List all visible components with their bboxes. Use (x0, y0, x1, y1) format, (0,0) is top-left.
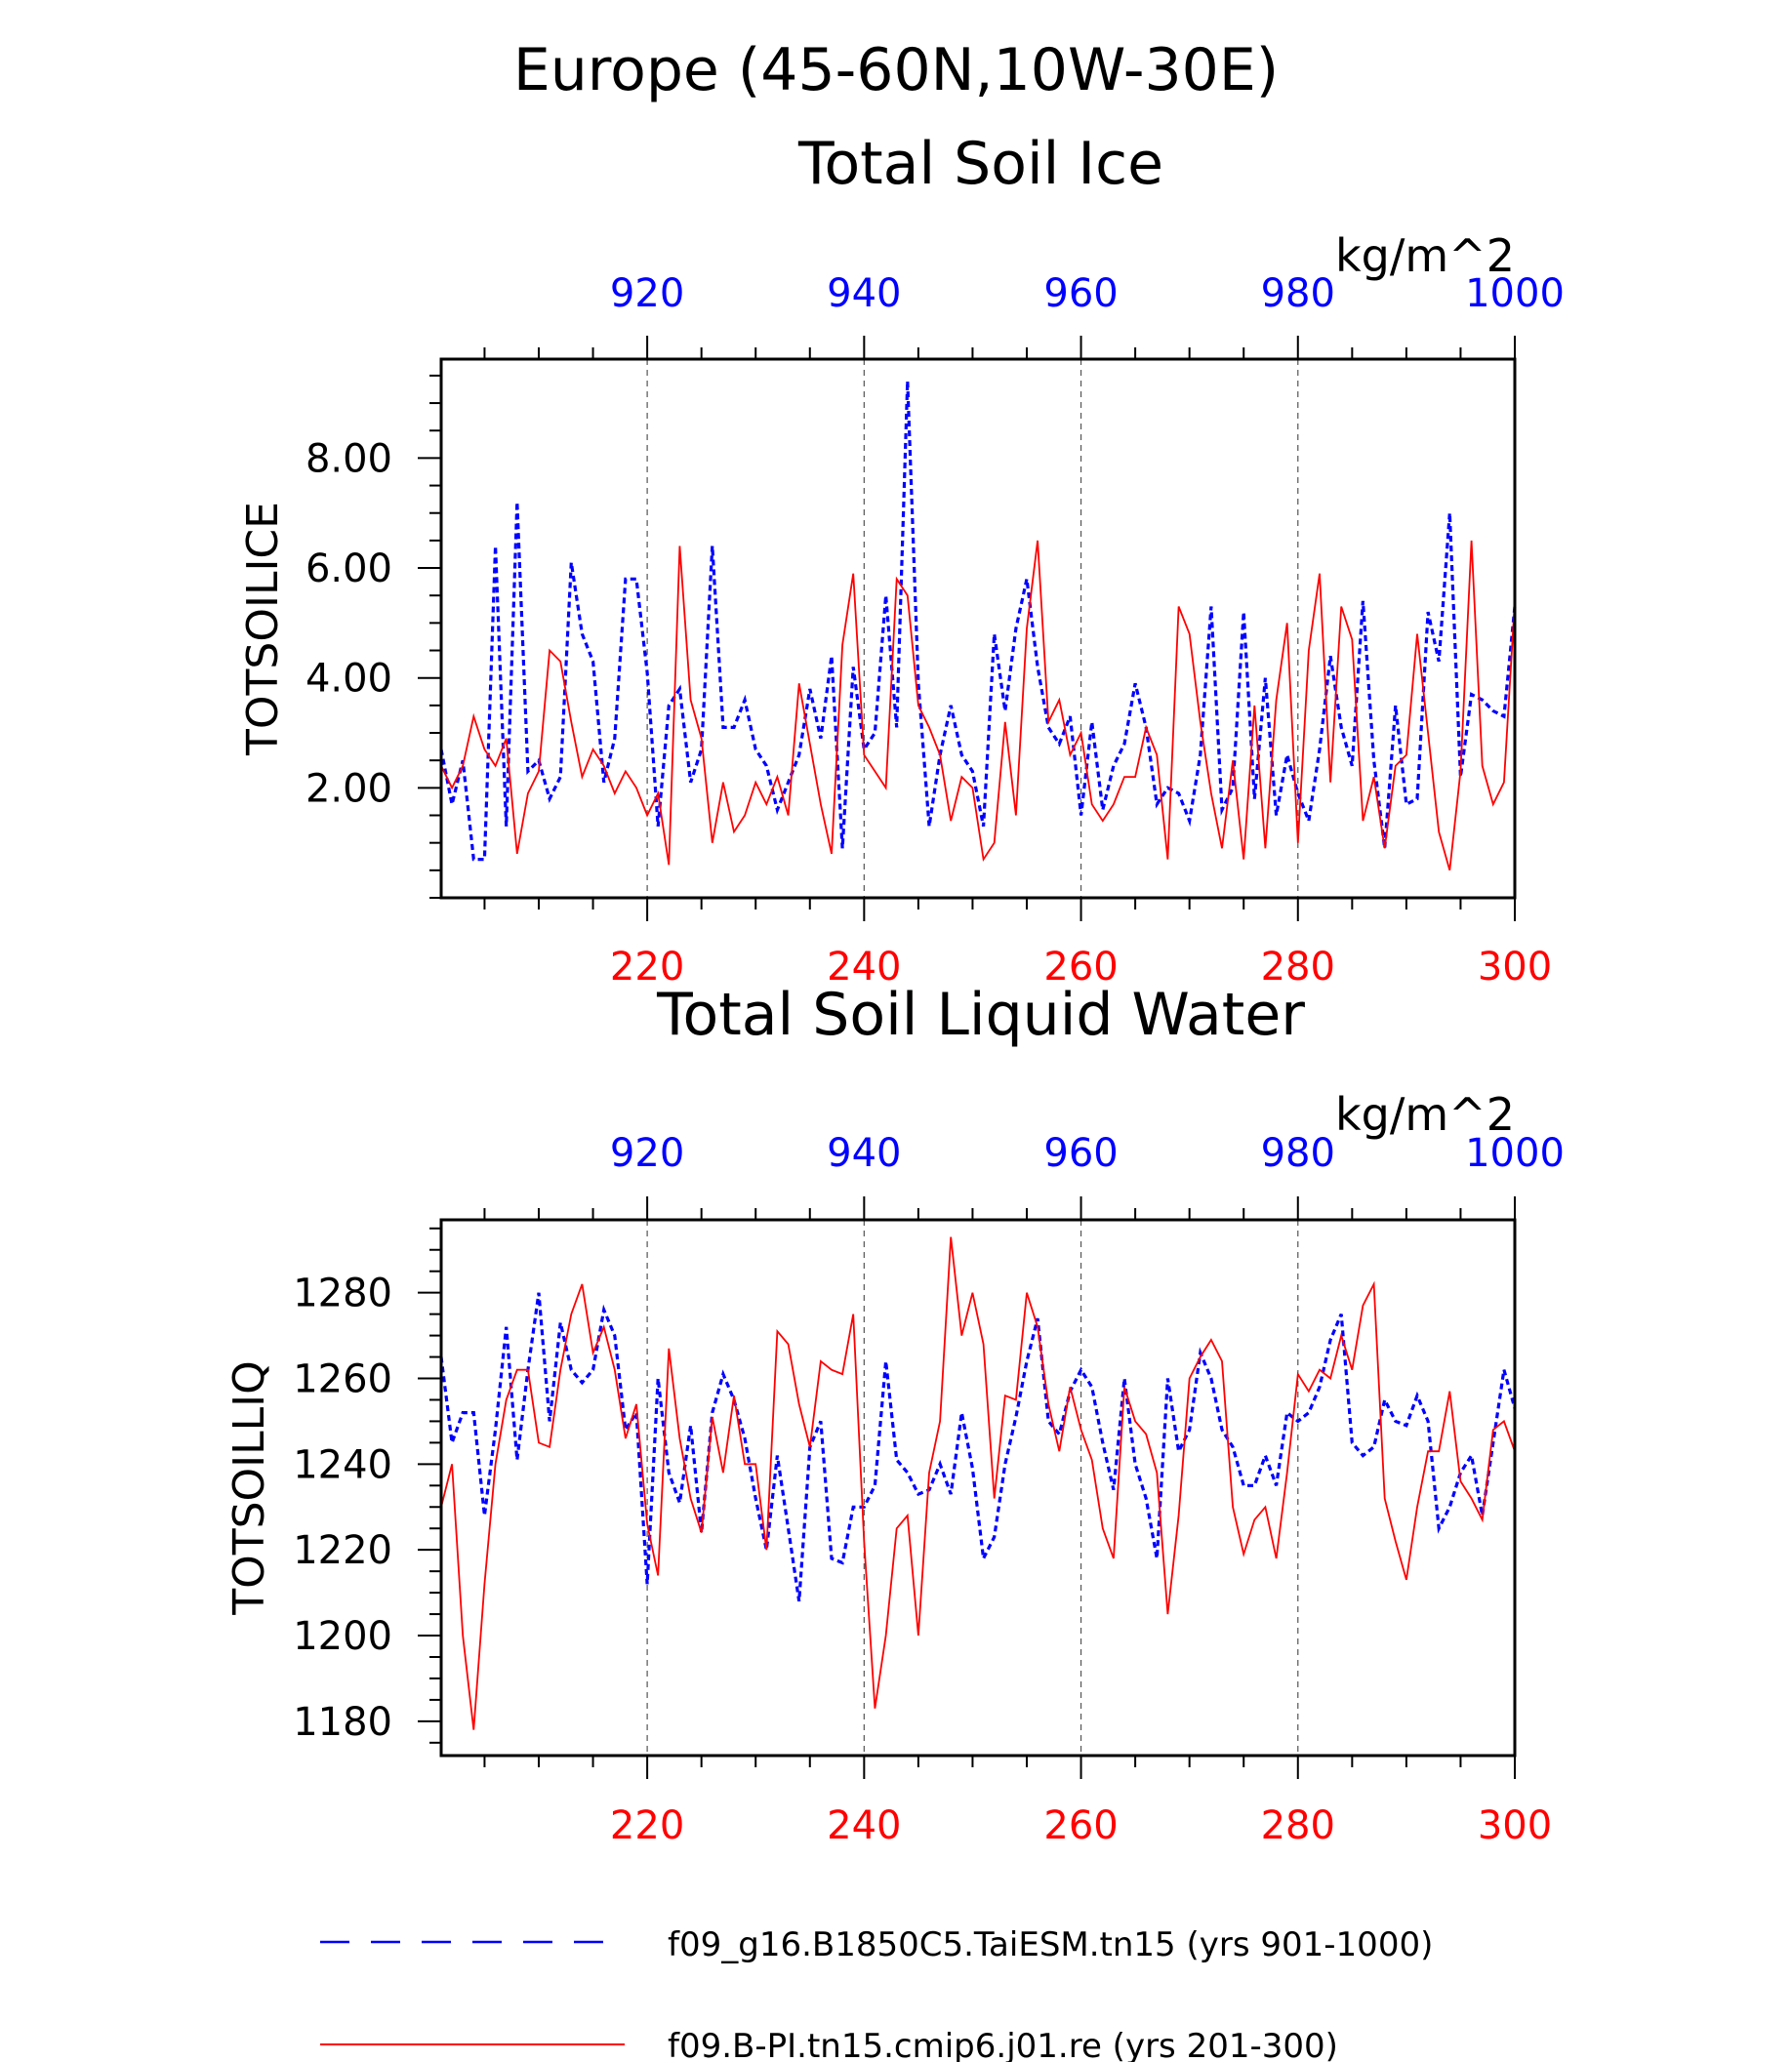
top-tick-label: 980 (1261, 271, 1335, 316)
y-tick-label: 1220 (293, 1528, 392, 1573)
top-tick-label: 920 (610, 1131, 684, 1176)
series-line-cmip6 (440, 1236, 1516, 1730)
y-tick-label: 6.00 (305, 546, 392, 591)
series-line-cmip6 (440, 540, 1516, 871)
bottom-tick-label: 260 (1043, 1803, 1118, 1848)
units-label: kg/m^2 (1335, 229, 1515, 282)
y-tick-label: 1280 (293, 1272, 392, 1316)
bottom-tick-label: 280 (1261, 945, 1335, 990)
panel-title: Total Soil Ice (797, 130, 1163, 198)
y-axis-title: TOTSOILICE (238, 502, 288, 756)
bottom-tick-label: 300 (1478, 1803, 1552, 1848)
y-tick-label: 1240 (293, 1442, 392, 1487)
top-tick-label: 960 (1043, 271, 1118, 316)
plot-frame (439, 357, 1517, 900)
bottom-tick-label: 240 (827, 1803, 901, 1848)
units-label: kg/m^2 (1335, 1088, 1515, 1141)
soil-ice-panel: Total Soil Ice kg/m^2 TOTSOILICE 920 940 960 9… (238, 130, 1565, 990)
y-axis-title: TOTSOILLIQ (224, 1360, 274, 1616)
bottom-tick-label: 220 (610, 1803, 684, 1848)
top-tick-label: 1000 (1465, 271, 1565, 316)
top-tick-label: 940 (827, 1131, 901, 1176)
legend-label-cmip6: f09.B-PI.tn15.cmip6.j01.re (yrs 201-300) (668, 2027, 1338, 2062)
y-tick-label: 4.00 (305, 657, 392, 702)
top-tick-label: 940 (827, 271, 901, 316)
y-tick-label: 2.00 (305, 766, 392, 811)
bottom-tick-label: 280 (1261, 1803, 1335, 1848)
y-tick-label: 1200 (293, 1614, 392, 1659)
bottom-tick-label: 220 (610, 945, 684, 990)
top-tick-label: 960 (1043, 1131, 1118, 1176)
soil-liquid-panel: Total Soil Liquid Water kg/m^2 TOTSOILLIQ 9… (224, 981, 1565, 1848)
legend-label-taiesm: f09_g16.B1850C5.TaiESM.tn15 (yrs 901-100… (668, 1925, 1433, 1964)
series-line-taiesm (439, 381, 1517, 862)
bottom-tick-label: 240 (827, 945, 901, 990)
top-tick-label: 1000 (1465, 1131, 1565, 1176)
y-tick-label: 8.00 (305, 436, 392, 481)
bottom-tick-label: 300 (1478, 945, 1552, 990)
top-tick-label: 920 (610, 271, 684, 316)
y-tick-label: 1180 (293, 1700, 392, 1745)
plot-frame (439, 1218, 1517, 1758)
legend: f09_g16.B1850C5.TaiESM.tn15 (yrs 901-100… (320, 1925, 1433, 2062)
bottom-tick-label: 260 (1043, 945, 1118, 990)
y-tick-label: 1260 (293, 1357, 392, 1402)
panel-title: Total Soil Liquid Water (656, 981, 1305, 1049)
top-tick-label: 980 (1261, 1131, 1335, 1176)
series-line-taiesm (439, 1292, 1517, 1602)
figure-title: Europe (45-60N,10W-30E) (513, 36, 1279, 104)
